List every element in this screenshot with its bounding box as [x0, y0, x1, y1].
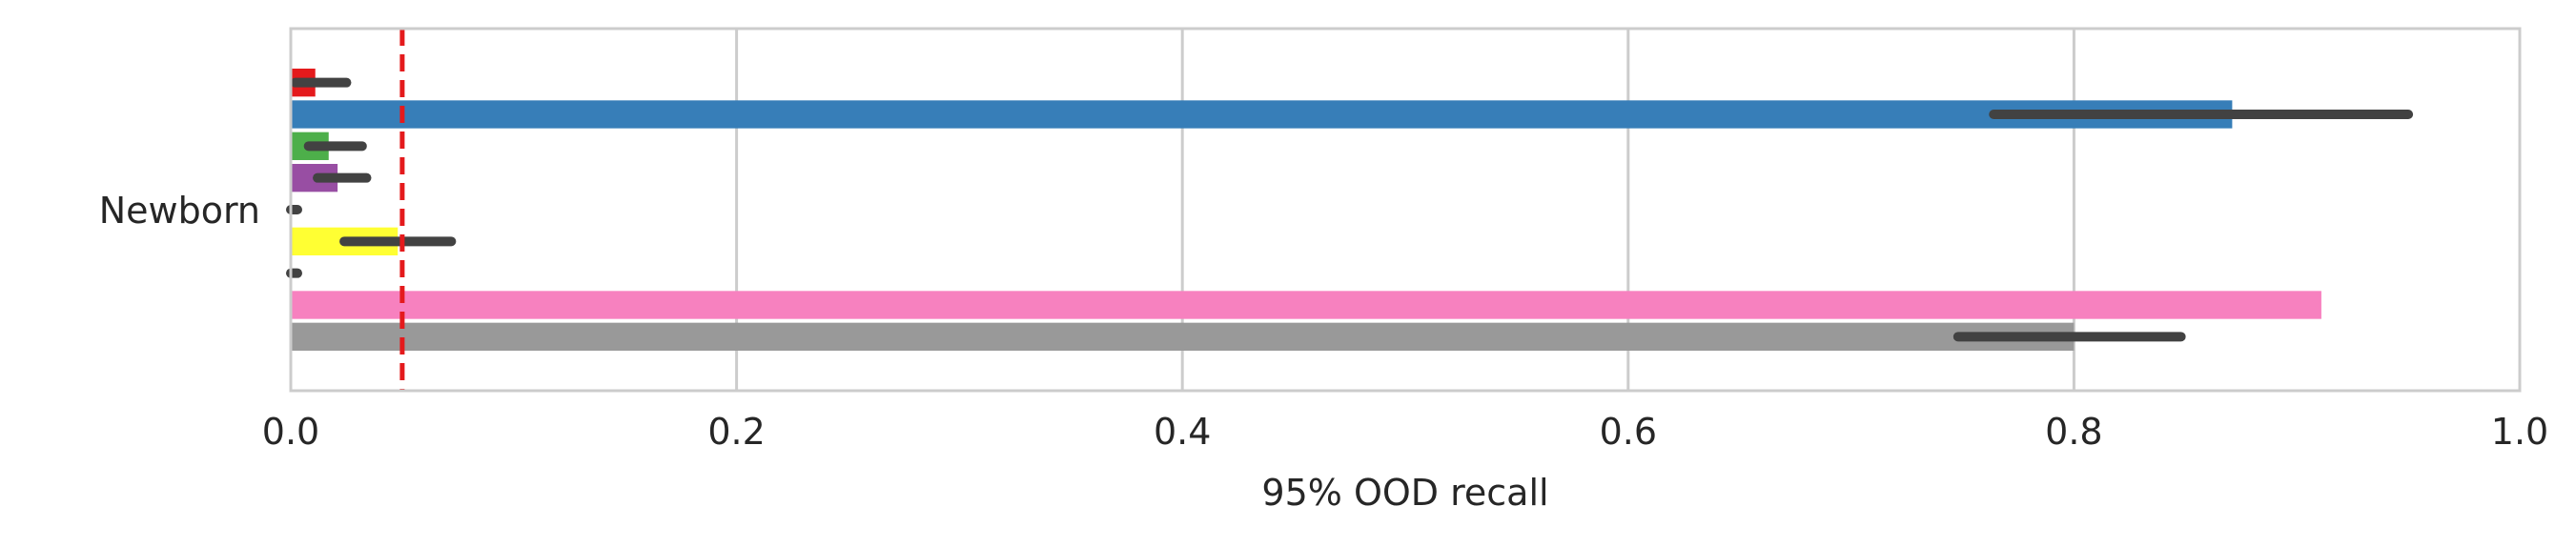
y-category-labels: Newborn	[99, 190, 260, 232]
x-tick-label: 0.2	[707, 411, 765, 453]
y-category-label: Newborn	[99, 190, 260, 232]
bar	[291, 291, 2321, 319]
error-bars	[286, 77, 2414, 342]
x-tick-label: 0.4	[1154, 411, 1211, 453]
x-tick-label: 1.0	[2491, 411, 2548, 453]
x-tick-labels: 0.0 0.2 0.4 0.6 0.8 1.0	[262, 411, 2548, 453]
bar	[291, 322, 2075, 351]
x-axis-label: 95% OOD recall	[1261, 472, 1548, 514]
bar	[291, 100, 2233, 129]
plot-frame	[289, 27, 2522, 393]
x-tick-label: 0.8	[2045, 411, 2102, 453]
x-tick-label: 0.6	[1600, 411, 1657, 453]
x-tick-label: 0.0	[262, 411, 319, 453]
